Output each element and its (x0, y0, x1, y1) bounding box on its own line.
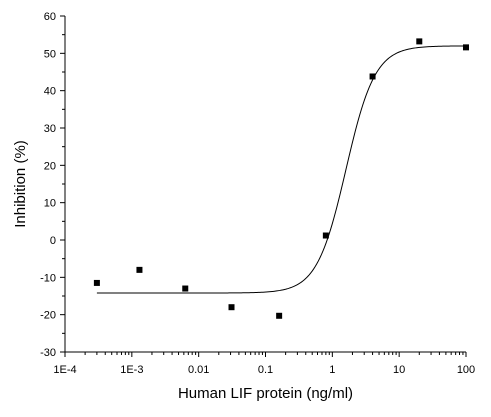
fit-curve (96, 45, 467, 294)
data-point (276, 312, 283, 319)
y-tick-label: 30 (44, 123, 56, 135)
y-tick-label: 10 (44, 198, 56, 210)
data-point (416, 38, 423, 45)
x-tick-label: 1E-4 (53, 364, 76, 376)
y-tick-label: -10 (40, 272, 56, 284)
data-point (136, 266, 143, 273)
x-tick-label: 0.1 (258, 364, 273, 376)
data-point (322, 232, 329, 239)
data-point (228, 304, 235, 311)
data-point (93, 279, 100, 286)
axes: -30 -20 -10 0 10 20 30 40 50 60 1E-4 1E-3 0.01 0.1 1 10… (40, 11, 475, 376)
y-tick-label: -30 (40, 347, 56, 359)
x-tick-label: 1 (329, 364, 335, 376)
data-point (182, 285, 189, 292)
data-point (463, 44, 469, 51)
y-tick-label: -20 (40, 310, 56, 322)
x-tick-label: 0.01 (188, 364, 209, 376)
y-tick-label: 0 (50, 235, 56, 247)
x-axis-title: Human LIF protein (ng/ml) (178, 385, 353, 402)
data-point (369, 73, 376, 80)
x-tick-label: 10 (393, 364, 405, 376)
y-tick-label: 60 (44, 11, 56, 23)
y-tick-label: 50 (44, 48, 56, 60)
x-tick-label: 100 (457, 364, 475, 376)
y-tick-label: 20 (44, 160, 56, 172)
y-tick-label: 40 (44, 86, 56, 98)
plot-area (93, 38, 469, 319)
y-axis-title: Inhibition (%) (12, 140, 29, 228)
x-tick-label: 1E-3 (120, 364, 143, 376)
